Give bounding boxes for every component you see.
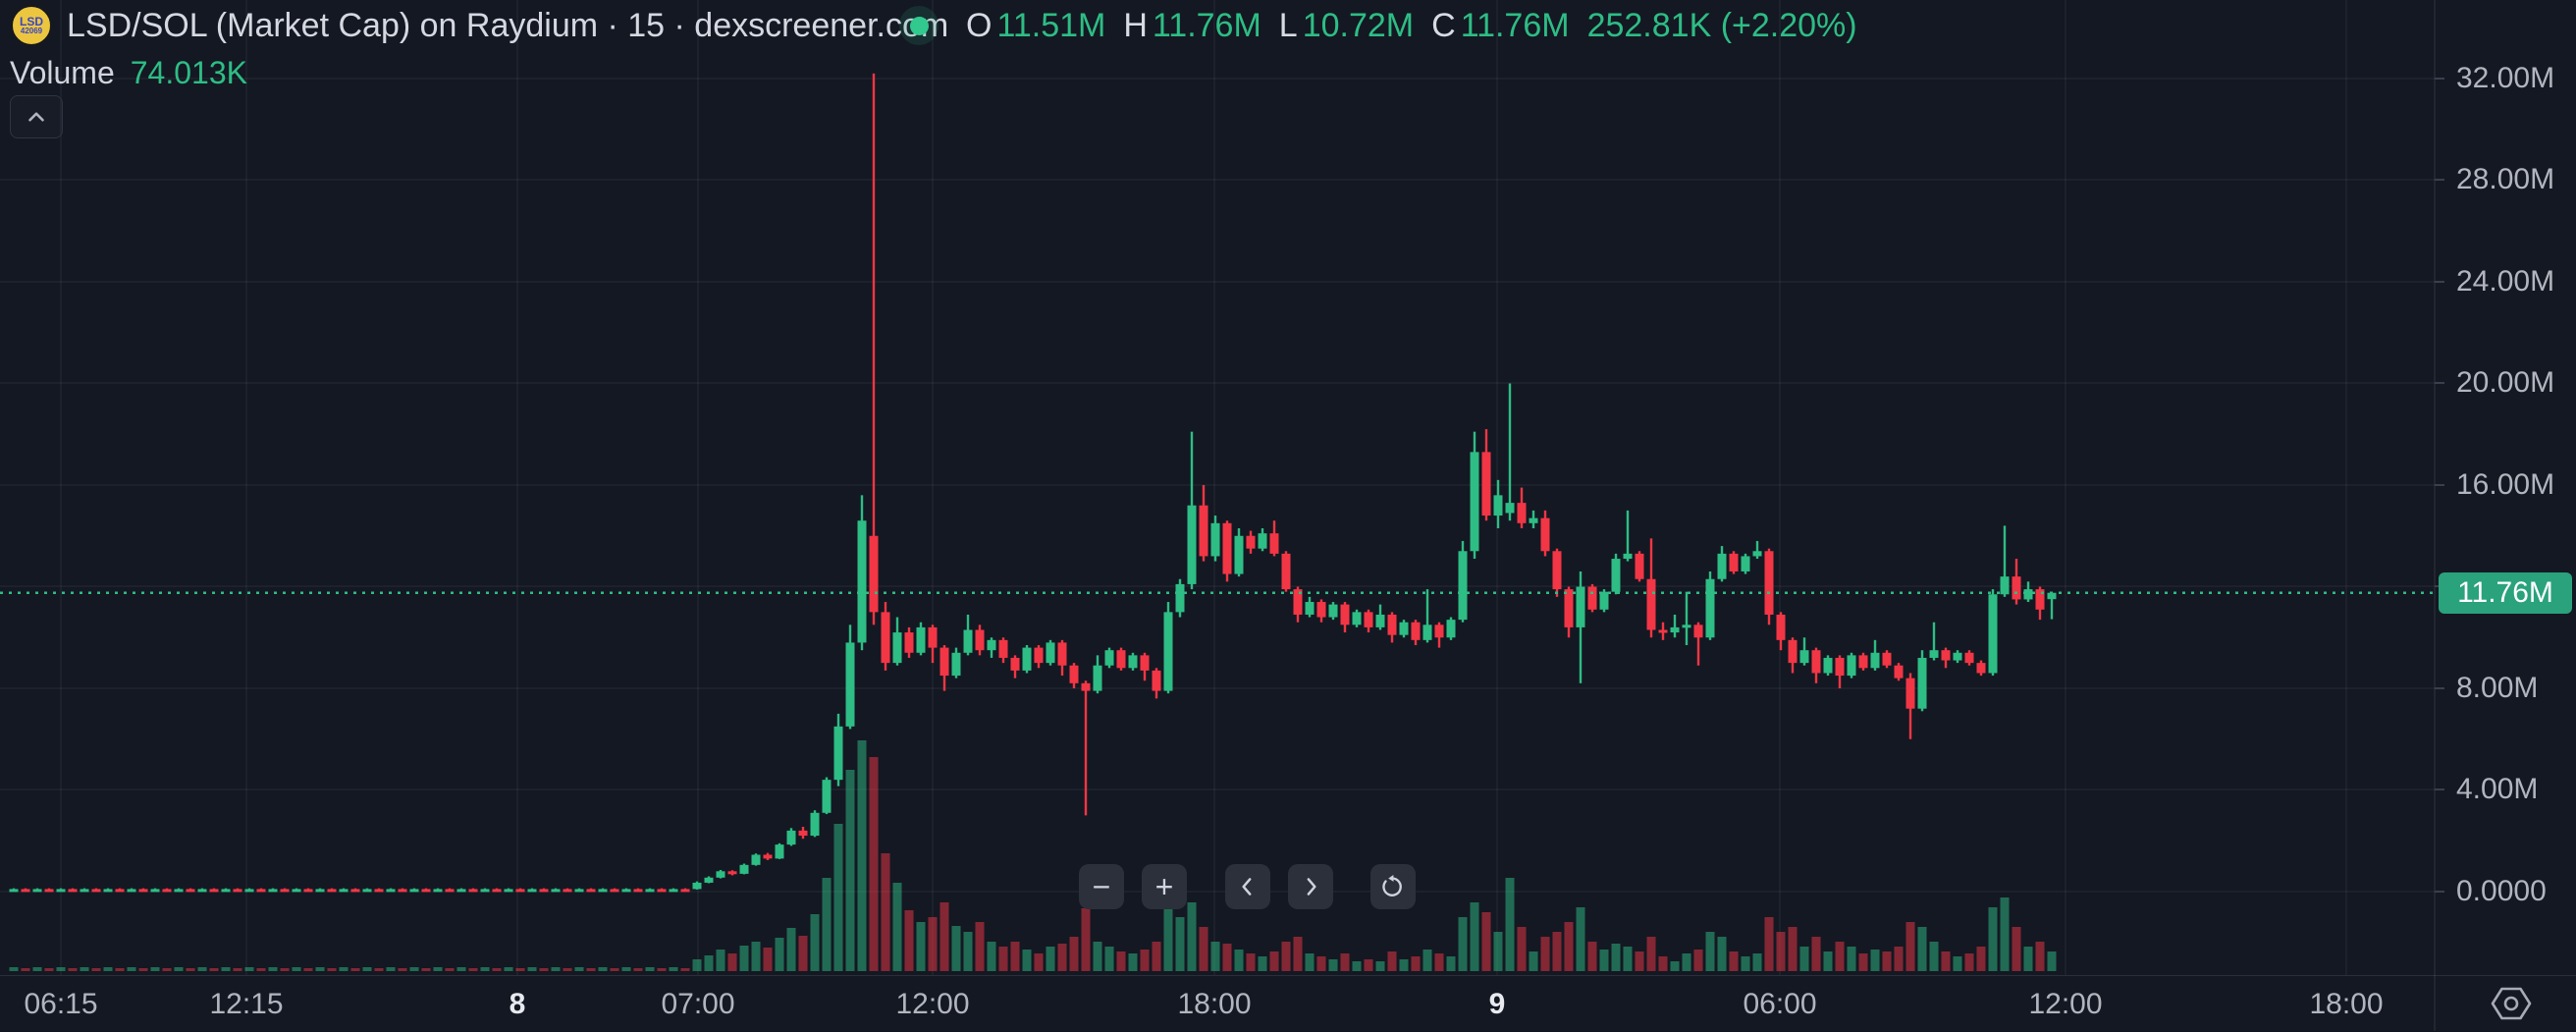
price-axis-label: 32.00M (2456, 62, 2555, 94)
chevron-right-icon (1307, 878, 1316, 896)
reset-rotate-icon (1382, 874, 1402, 896)
time-axis-label: 12:00 (2028, 987, 2103, 1020)
time-axis-label: 06:00 (1743, 987, 1817, 1020)
symbol-title: LSD/SOL (Market Cap) on Raydium · 15 · d… (67, 6, 949, 44)
time-axis-label: 18:00 (1177, 987, 1252, 1020)
time-axis[interactable]: 06:15 12:15 8 07:00 12:00 18:00 9 06:00 12:00 18:… (0, 975, 2576, 1032)
time-axis-day-label: 8 (509, 987, 526, 1020)
chevron-up-icon (28, 112, 44, 122)
chart-header: LSD 42069 LSD/SOL (Market Cap) on Raydiu… (10, 4, 948, 47)
price-axis[interactable]: 32.00M 28.00M 24.00M 20.00M 16.00M 8.00M 4.00M… (2436, 0, 2576, 975)
high-label: H (1123, 6, 1148, 44)
volume-label: Volume (10, 54, 115, 90)
chevron-left-icon (1242, 878, 1252, 896)
price-axis-label: 16.00M (2456, 468, 2555, 501)
scroll-right-button[interactable] (1288, 864, 1333, 909)
current-price-value: 11.76M (2457, 576, 2553, 609)
price-axis-label: 24.00M (2456, 265, 2555, 298)
high-value: 11.76M (1152, 6, 1261, 44)
change-value: 252.81K (+2.20%) (1586, 6, 1857, 44)
hexagon-eye-icon (2491, 987, 2532, 1020)
open-value: 11.51M (996, 6, 1106, 44)
zoom-out-button[interactable]: − (1079, 864, 1124, 909)
price-axis-label: 0.0000 (2456, 875, 2547, 907)
time-axis-label: 07:00 (661, 987, 735, 1020)
current-price-tag: 11.76M (2439, 572, 2572, 614)
live-status-indicator (899, 6, 939, 45)
time-axis-label: 12:15 (209, 987, 284, 1020)
price-scale-settings-button[interactable] (2488, 984, 2535, 1023)
live-status-dot-icon (909, 16, 929, 35)
ohlc-readout: O 11.51M H 11.76M L 10.72M C 11.76M 252.… (966, 4, 1857, 47)
collapse-pane-button[interactable] (10, 95, 63, 138)
price-axis-label: 8.00M (2456, 672, 2539, 704)
reset-view-button[interactable] (1370, 864, 1416, 909)
volume-value: 74.013K (130, 54, 247, 90)
close-label: C (1431, 6, 1456, 44)
token-logo-icon: LSD 42069 (10, 4, 53, 47)
low-label: L (1278, 6, 1298, 44)
close-value: 11.76M (1460, 6, 1570, 44)
price-axis-label: 28.00M (2456, 163, 2555, 195)
price-axis-label: 4.00M (2456, 773, 2539, 805)
time-axis-label: 06:15 (24, 987, 98, 1020)
low-value: 10.72M (1302, 6, 1415, 44)
time-axis-day-label: 9 (1488, 987, 1506, 1020)
zoom-in-button[interactable]: + (1142, 864, 1187, 909)
plus-icon: + (1154, 868, 1174, 904)
open-label: O (966, 6, 993, 44)
time-axis-label: 18:00 (2309, 987, 2384, 1020)
price-axis-label: 20.00M (2456, 366, 2555, 399)
volume-readout: Volume 74.013K (10, 53, 247, 92)
scroll-left-button[interactable] (1225, 864, 1270, 909)
minus-icon: − (1092, 868, 1111, 904)
time-axis-label: 12:00 (895, 987, 970, 1020)
